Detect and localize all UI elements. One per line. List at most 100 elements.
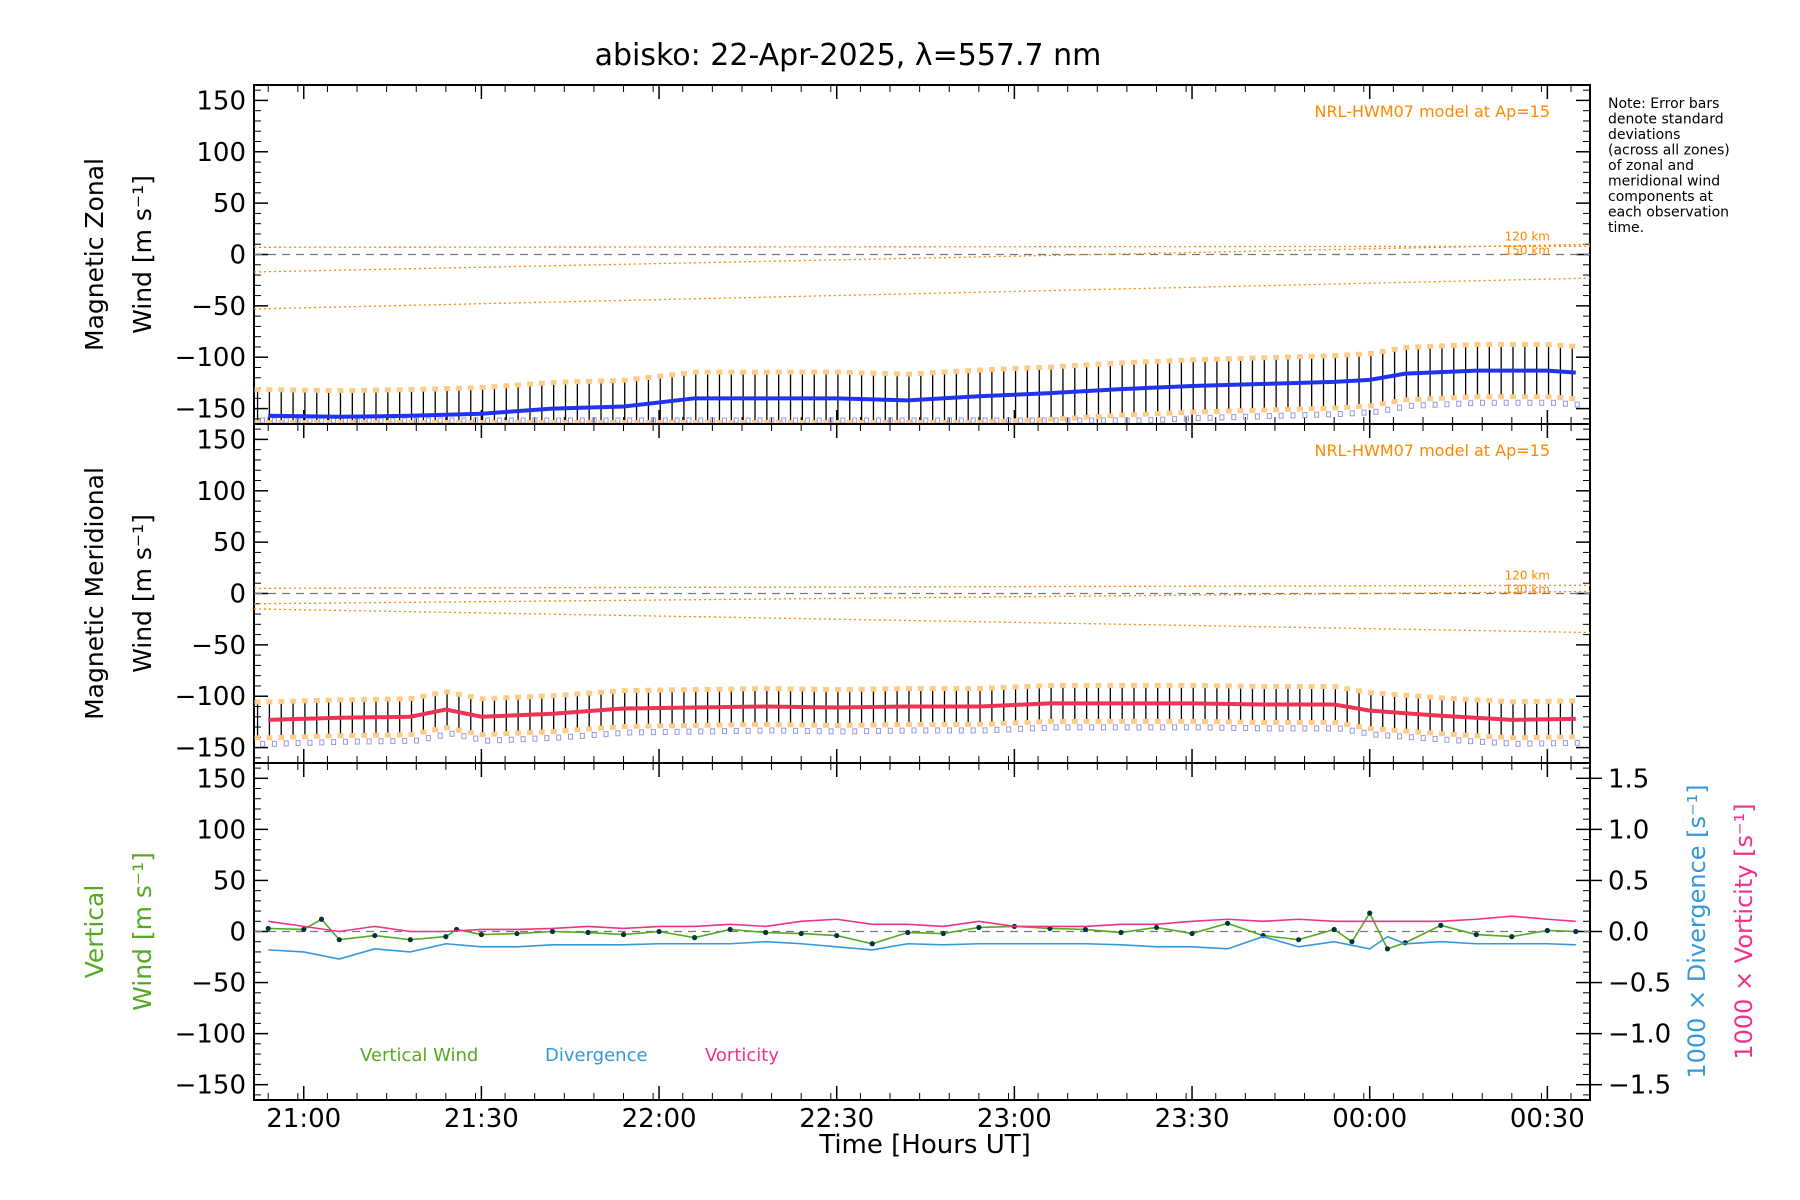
zone-marker (621, 688, 628, 694)
zone-marker (550, 379, 557, 385)
vertical-wind-point (407, 937, 413, 943)
zone-marker (704, 369, 711, 375)
zone-marker (1119, 412, 1126, 418)
zone-marker (1296, 406, 1303, 412)
zone-marker (988, 419, 995, 425)
zone-marker (1024, 365, 1031, 371)
zone-marker (811, 420, 818, 425)
zone-marker (485, 417, 491, 424)
zone-marker (361, 732, 368, 738)
zone-marker (627, 417, 633, 424)
zone-marker (692, 722, 699, 728)
zone-marker (1243, 725, 1249, 732)
zone-marker (846, 420, 853, 425)
zone-marker (917, 370, 924, 376)
zone-marker (1183, 724, 1189, 731)
zone-marker (763, 369, 770, 375)
zone-marker (313, 733, 320, 739)
vertical-wind-point (1118, 929, 1124, 936)
zone-marker (1462, 696, 1469, 702)
vertical-wind-point (620, 931, 627, 938)
zone-marker (1438, 695, 1445, 701)
zone-marker (1095, 682, 1102, 688)
zone-marker (811, 722, 818, 728)
zone-marker (828, 728, 834, 735)
zone-marker (609, 688, 616, 694)
zone-marker (414, 737, 420, 744)
zone-marker (283, 417, 289, 424)
zone-marker (1142, 718, 1149, 724)
zone-marker (1391, 399, 1398, 405)
zone-marker (816, 728, 822, 735)
zone-marker (905, 420, 912, 425)
zone-marker (319, 739, 325, 746)
zone-marker (503, 420, 510, 425)
zone-marker (1018, 417, 1024, 424)
zone-marker (834, 369, 841, 375)
zone-marker (775, 420, 782, 425)
zone-marker (479, 420, 486, 425)
zone-marker (1344, 686, 1351, 692)
zone-marker (331, 417, 337, 424)
zone-marker (1533, 734, 1540, 740)
zone-marker (384, 420, 391, 425)
zone-marker (1136, 417, 1142, 424)
zone-marker (1474, 394, 1481, 400)
zone-marker (787, 369, 794, 375)
zone-marker (864, 417, 870, 424)
zone-marker (1456, 400, 1462, 407)
zone-marker (775, 722, 782, 728)
zone-marker (870, 420, 877, 425)
zone-marker (349, 697, 356, 703)
y-tick-label: 150 (196, 86, 246, 116)
vertical-wind-point (336, 937, 342, 943)
zonal-ylabel-1: Magnetic Zonal (80, 158, 109, 351)
zone-marker (1142, 682, 1149, 688)
zone-marker (882, 420, 889, 425)
vertical-wind-point (940, 930, 946, 937)
zone-marker (1356, 351, 1363, 357)
zone-marker (1036, 364, 1043, 370)
zone-marker (567, 733, 573, 740)
zone-marker (1284, 683, 1291, 689)
zone-marker (775, 686, 782, 692)
model-height-label: 130 km (1505, 582, 1550, 596)
zone-marker (1243, 413, 1249, 420)
vertical-wind-point (318, 916, 325, 922)
zone-marker (1237, 355, 1244, 361)
zone-marker (958, 727, 964, 734)
zone-marker (1237, 408, 1244, 414)
zone-marker (1438, 343, 1445, 349)
zone-marker (1379, 727, 1386, 733)
zone-marker (1356, 404, 1363, 410)
zone-marker (1089, 417, 1095, 424)
zone-marker (793, 727, 799, 734)
zone-marker (1154, 718, 1161, 724)
zone-marker (834, 687, 841, 693)
zone-marker (1408, 402, 1414, 409)
zone-marker (894, 722, 901, 728)
zone-marker (425, 417, 431, 424)
zone-marker (1124, 724, 1130, 731)
zone-marker (301, 387, 308, 393)
zone-marker (1053, 724, 1059, 731)
zone-marker (1036, 417, 1043, 423)
zone-marker (1029, 417, 1035, 424)
zone-marker (1107, 413, 1114, 419)
zone-marker (609, 724, 616, 730)
zone-marker (479, 696, 486, 702)
zone-marker (586, 420, 593, 425)
zone-marker (1438, 731, 1445, 737)
zone-marker (1119, 718, 1126, 724)
zone-marker (1160, 724, 1166, 731)
zone-marker (858, 686, 865, 692)
zone-marker (325, 697, 332, 703)
note-line: denote standard (1608, 112, 1724, 128)
zone-marker (455, 385, 462, 391)
y-tick-label: −100 (175, 1020, 246, 1050)
zone-marker (372, 732, 379, 738)
zone-marker (811, 369, 818, 375)
zone-marker (1261, 683, 1268, 689)
x-tick-label: 23:00 (977, 1104, 1052, 1134)
zone-marker (1332, 684, 1339, 690)
